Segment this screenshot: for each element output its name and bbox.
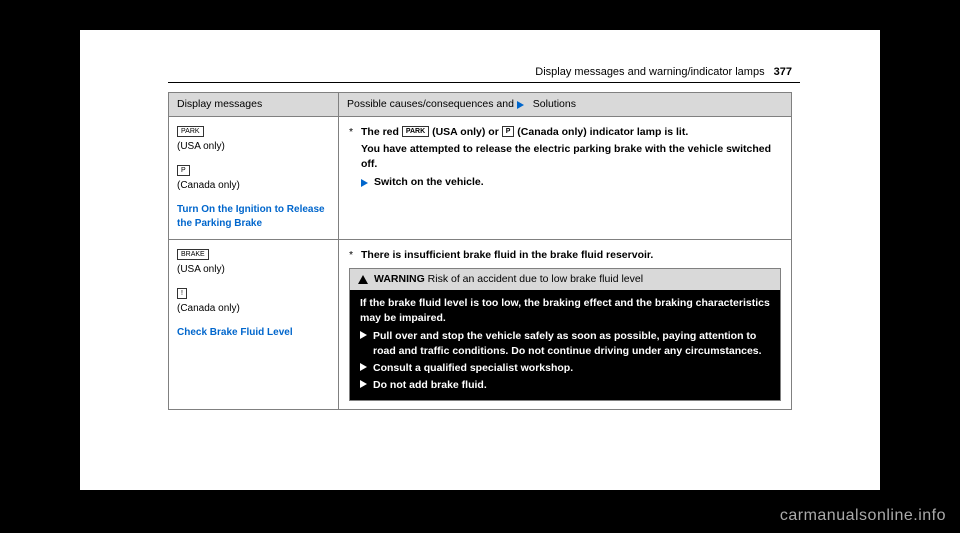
park-inline-icon: PARK: [402, 126, 429, 137]
messages-table: Display messages Possible causes/consequ…: [168, 92, 792, 410]
indicator-usa: PARK: [177, 125, 330, 139]
action-arrow-icon: [360, 331, 367, 339]
cause-line: * The red PARK (USA only) or P (Canada o…: [349, 125, 781, 140]
action-arrow-icon: [361, 179, 368, 187]
solutions-arrow-icon: [517, 101, 524, 109]
park-icon: PARK: [177, 126, 204, 137]
indicator-canada: P: [177, 164, 330, 178]
warning-header: WARNING Risk of an accident due to low b…: [350, 269, 780, 290]
bullet-icon: *: [349, 248, 361, 263]
p-icon: P: [177, 165, 190, 176]
message-cell: BRAKE (USA only) ! (Canada only) Check B…: [169, 240, 339, 410]
cause-text: The red PARK (USA only) or P (Canada onl…: [361, 125, 688, 140]
warning-triangle-icon: [358, 275, 368, 284]
table-row: PARK (USA only) P (Canada only) Turn On …: [169, 117, 791, 240]
action-arrow-icon: [360, 380, 367, 388]
action-arrow-icon: [360, 363, 367, 371]
watermark: carmanualsonline.info: [780, 507, 946, 525]
col-header-causes: Possible causes/consequences and Solutio…: [339, 93, 791, 116]
page-number: 377: [774, 66, 792, 78]
running-header: Display messages and warning/indicator l…: [535, 66, 792, 78]
display-message-text: Check Brake Fluid Level: [177, 326, 330, 340]
cause-detail: You have attempted to release the electr…: [349, 142, 781, 171]
indicator-canada: !: [177, 287, 330, 301]
brake-icon: BRAKE: [177, 249, 209, 260]
warning-action: Consult a qualified specialist workshop.: [360, 361, 770, 376]
canada-label: (Canada only): [177, 179, 330, 193]
indicator-usa: BRAKE: [177, 248, 330, 262]
header-title: Display messages and warning/indicator l…: [535, 66, 764, 78]
page: Display messages and warning/indicator l…: [80, 30, 880, 490]
warning-title: Risk of an accident due to low brake flu…: [428, 273, 643, 285]
display-message-text: Turn On the Ignition to Release the Park…: [177, 203, 330, 231]
usa-label: (USA only): [177, 263, 330, 277]
canada-label: (Canada only): [177, 302, 330, 316]
warning-box: WARNING Risk of an accident due to low b…: [349, 268, 781, 401]
warning-body: If the brake fluid level is too low, the…: [350, 290, 780, 400]
causes-cell: * The red PARK (USA only) or P (Canada o…: [339, 117, 791, 239]
col-header-messages: Display messages: [169, 93, 339, 116]
bullet-icon: *: [349, 125, 361, 140]
table-row: BRAKE (USA only) ! (Canada only) Check B…: [169, 240, 791, 410]
causes-cell: * There is insufficient brake fluid in t…: [339, 240, 791, 410]
header-rule: [168, 82, 800, 83]
table-header-row: Display messages Possible causes/consequ…: [169, 93, 791, 117]
message-cell: PARK (USA only) P (Canada only) Turn On …: [169, 117, 339, 239]
cause-line: * There is insufficient brake fluid in t…: [349, 248, 781, 263]
p-inline-icon: P: [502, 126, 515, 137]
warning-label: WARNING: [374, 273, 425, 285]
warning-text: If the brake fluid level is too low, the…: [360, 296, 770, 325]
solution-line: Switch on the vehicle.: [349, 175, 781, 190]
warning-action: Do not add brake fluid.: [360, 378, 770, 393]
usa-label: (USA only): [177, 140, 330, 154]
warning-action: Pull over and stop the vehicle safely as…: [360, 329, 770, 358]
exclaim-icon: !: [177, 288, 187, 299]
